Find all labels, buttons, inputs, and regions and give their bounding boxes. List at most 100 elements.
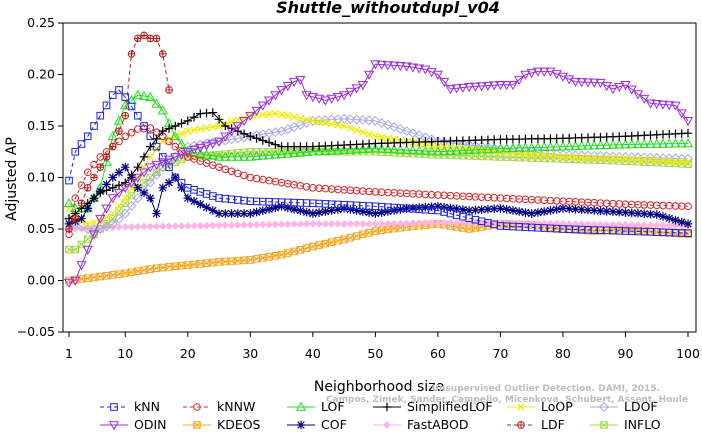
fastabod-point xyxy=(171,222,180,230)
loop-point xyxy=(146,153,155,161)
lof-point xyxy=(626,139,637,149)
odin-point xyxy=(607,85,619,95)
odin-point xyxy=(76,261,87,271)
legend-label: kNN xyxy=(134,399,160,414)
cof-point xyxy=(533,208,543,217)
cof-point xyxy=(227,209,236,218)
kdeos-point xyxy=(334,236,342,245)
kdeos-point xyxy=(196,260,205,268)
ldf-point xyxy=(83,184,92,192)
ldof-point xyxy=(376,117,387,128)
lof-point xyxy=(338,144,350,155)
odin-point xyxy=(351,84,362,94)
inflo-point xyxy=(83,235,92,244)
odin-point xyxy=(295,75,306,85)
odin-point xyxy=(539,67,550,77)
kdeos-point xyxy=(177,261,186,270)
ldof-point xyxy=(664,153,675,164)
loop-point xyxy=(265,110,273,118)
odin-line xyxy=(68,63,689,284)
loop-point xyxy=(609,154,617,163)
cof-point xyxy=(214,209,224,218)
fastabod-point xyxy=(590,220,599,229)
cof-point xyxy=(558,204,568,213)
cof-point xyxy=(83,204,93,213)
knn-point xyxy=(77,140,86,148)
odin-point xyxy=(232,122,243,132)
lof-point xyxy=(176,138,187,148)
simplifiedlof-point xyxy=(239,129,249,139)
loop-point xyxy=(465,145,473,153)
watermark-line-1: Campos, Zimek, Sander, Campello, Micenko… xyxy=(326,395,688,405)
kdeos-point xyxy=(352,232,361,240)
legend-item-cof: COF xyxy=(287,417,347,432)
lof-point xyxy=(639,138,650,149)
fastabod-point xyxy=(327,219,336,228)
loop-point xyxy=(296,114,305,122)
cof-point xyxy=(189,196,199,206)
ldf-point xyxy=(77,199,86,207)
legend-item-knn: kNN xyxy=(100,399,160,414)
legend-label: LDF xyxy=(541,417,565,432)
loop-point xyxy=(184,127,192,135)
cof-point xyxy=(233,209,243,218)
y-axis-label: Adjusted AP xyxy=(4,137,20,221)
odin-point xyxy=(438,77,450,88)
loop-point xyxy=(377,133,386,142)
odin-point xyxy=(382,61,394,71)
ldof-point xyxy=(389,122,400,133)
fastabod-point xyxy=(421,219,430,227)
legend-item-lof: LOF xyxy=(287,399,345,414)
lof-point xyxy=(195,148,206,158)
knnw-point xyxy=(165,137,173,146)
loop-point xyxy=(678,158,686,166)
odin-point xyxy=(245,111,256,122)
loop-point xyxy=(352,126,361,134)
knnw-point xyxy=(90,160,98,169)
lof-point xyxy=(407,145,419,155)
lof-point xyxy=(495,143,506,153)
ldof-point xyxy=(682,153,694,164)
loop-point xyxy=(90,218,98,227)
legend-item-simplifiedlof: SimplifiedLOF xyxy=(373,399,493,414)
knn-point xyxy=(684,229,692,237)
loop-point xyxy=(615,155,623,163)
fastabod-point xyxy=(308,219,317,228)
loop-point xyxy=(571,153,580,162)
lof-point xyxy=(676,138,687,148)
knn-point xyxy=(96,111,105,120)
lof-point xyxy=(426,146,437,156)
simplifiedlof-point xyxy=(139,152,149,162)
cof-point xyxy=(158,183,168,193)
lof-point xyxy=(345,144,356,154)
cof-point xyxy=(527,209,536,218)
kdeos-point xyxy=(371,227,380,235)
lof-point xyxy=(457,145,469,155)
odin-point xyxy=(370,60,381,70)
x-tick-label: 20 xyxy=(180,346,196,361)
cof-point xyxy=(652,210,662,219)
ldof-point xyxy=(120,208,131,219)
knn-point xyxy=(108,91,117,99)
lof-point xyxy=(545,141,556,151)
cof-point xyxy=(552,205,561,214)
kdeos-point xyxy=(146,265,155,273)
legend-swatch-marker xyxy=(110,403,118,411)
fastabod-point xyxy=(352,219,361,228)
lof-point xyxy=(220,151,231,161)
lof-point xyxy=(589,140,600,150)
lof-point xyxy=(514,142,525,152)
odin-point xyxy=(207,139,218,149)
loop-point xyxy=(602,154,611,163)
odin-point xyxy=(645,99,656,109)
lof-point xyxy=(470,144,481,154)
loop-point xyxy=(540,151,548,160)
cof-point xyxy=(302,207,311,217)
cof-point xyxy=(327,206,336,215)
kdeos-point xyxy=(158,263,167,272)
cof-point xyxy=(452,204,461,214)
lof-point xyxy=(576,140,587,150)
knn-point xyxy=(71,147,80,156)
ldf-point xyxy=(133,34,142,43)
